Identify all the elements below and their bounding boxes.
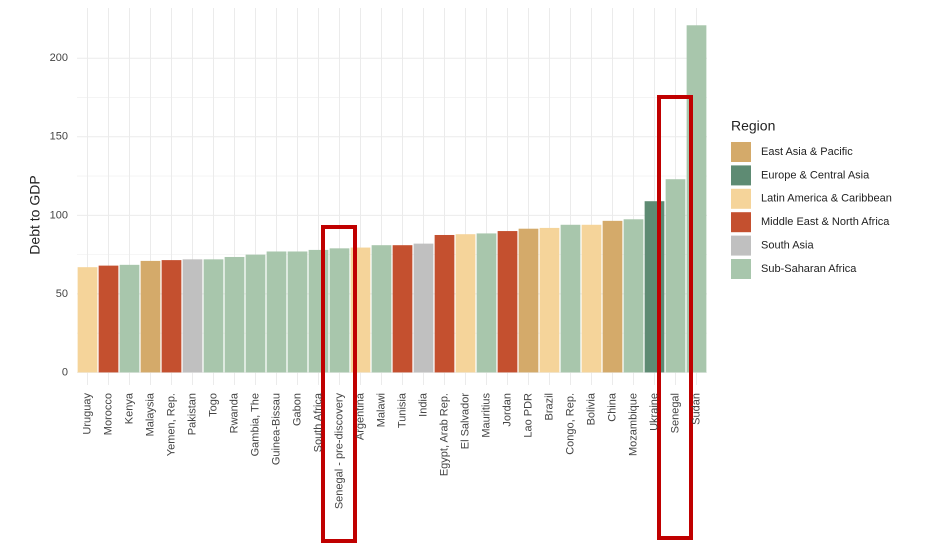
x-tick-label: Bolivia bbox=[585, 392, 597, 425]
plot-area bbox=[77, 8, 707, 385]
x-tick-label: Rwanda bbox=[228, 392, 240, 433]
x-tick-label: Yemen, Rep. bbox=[165, 393, 177, 456]
bar bbox=[224, 256, 245, 373]
y-tick-label: 100 bbox=[50, 209, 68, 221]
legend-swatch bbox=[731, 212, 751, 233]
bar bbox=[644, 201, 665, 373]
legend-label: South Asia bbox=[761, 240, 814, 252]
bar bbox=[371, 245, 392, 373]
x-tick-label: Sudan bbox=[690, 393, 702, 425]
legend-swatch bbox=[731, 165, 751, 186]
bar bbox=[161, 260, 182, 373]
x-tick-label: India bbox=[417, 392, 429, 417]
x-tick-label: South Africa bbox=[312, 392, 324, 452]
x-tick-label: Senegal - pre-discovery bbox=[333, 393, 345, 510]
legend-swatch bbox=[731, 235, 751, 256]
x-tick-label: Pakistan bbox=[186, 393, 198, 435]
x-tick-label: Ukraine bbox=[648, 393, 660, 431]
bar bbox=[560, 224, 581, 373]
bar bbox=[434, 234, 455, 373]
bar bbox=[518, 228, 539, 373]
bar bbox=[665, 179, 686, 373]
x-tick-label: Tunisia bbox=[396, 392, 408, 428]
x-tick-label: Senegal bbox=[669, 393, 681, 433]
highlight-box bbox=[657, 95, 693, 540]
x-tick-label: Lao PDR bbox=[522, 393, 534, 438]
x-tick-label: Guinea-Bissau bbox=[270, 393, 282, 465]
y-tick-label: 150 bbox=[50, 131, 68, 143]
x-tick-label: China bbox=[606, 392, 618, 422]
x-tick-label: Mozambique bbox=[627, 393, 639, 456]
legend-swatch bbox=[731, 259, 751, 279]
x-tick-label: Malaysia bbox=[144, 392, 156, 436]
x-tick-label: Uruguay bbox=[81, 393, 93, 435]
highlight-box bbox=[321, 225, 357, 543]
x-tick-label: Jordan bbox=[501, 393, 513, 427]
x-tick-label: Argentina bbox=[354, 392, 366, 440]
x-tick-label: Egypt, Arab Rep. bbox=[438, 393, 450, 476]
legend-swatch bbox=[731, 142, 751, 162]
x-tick-label: Brazil bbox=[543, 393, 555, 421]
bar bbox=[497, 231, 518, 373]
x-tick-label: Morocco bbox=[102, 393, 114, 435]
bar bbox=[413, 243, 434, 373]
legend-label: Europe & Central Asia bbox=[761, 169, 870, 181]
bar bbox=[539, 227, 560, 373]
bar bbox=[245, 254, 266, 373]
legend-swatch bbox=[731, 188, 751, 209]
x-tick-label: Congo, Rep. bbox=[564, 393, 576, 455]
bar bbox=[308, 249, 329, 373]
bar bbox=[392, 245, 413, 373]
x-tick-label: El Salvador bbox=[459, 393, 471, 450]
x-tick-label: Malawi bbox=[375, 393, 387, 427]
bar bbox=[98, 265, 119, 373]
bar bbox=[476, 233, 497, 373]
y-tick-label: 200 bbox=[50, 52, 68, 64]
bar bbox=[623, 219, 644, 373]
legend-label: Middle East & North Africa bbox=[761, 216, 890, 228]
bar bbox=[119, 264, 140, 373]
legend-label: Sub-Saharan Africa bbox=[761, 263, 857, 275]
bar bbox=[140, 260, 161, 373]
y-tick-label: 50 bbox=[56, 288, 68, 300]
y-tick-label: 0 bbox=[62, 366, 68, 378]
bar bbox=[287, 251, 308, 373]
x-tick-label: Mauritius bbox=[480, 393, 492, 438]
bar bbox=[581, 224, 602, 373]
bar bbox=[77, 267, 98, 373]
bar bbox=[266, 251, 287, 373]
x-tick-label: Gambia, The bbox=[249, 393, 261, 456]
bar bbox=[329, 248, 350, 373]
bar bbox=[602, 220, 623, 373]
bar bbox=[455, 234, 476, 373]
x-tick-label: Kenya bbox=[123, 392, 135, 424]
bar bbox=[203, 259, 224, 373]
legend-label: East Asia & Pacific bbox=[761, 146, 853, 158]
y-axis-label: Debt to GDP bbox=[27, 175, 43, 254]
x-tick-label: Togo bbox=[207, 393, 219, 417]
bar bbox=[182, 259, 203, 373]
x-tick-label: Gabon bbox=[291, 393, 303, 426]
legend-label: Latin America & Caribbean bbox=[761, 193, 892, 205]
legend-title: Region bbox=[731, 118, 775, 134]
